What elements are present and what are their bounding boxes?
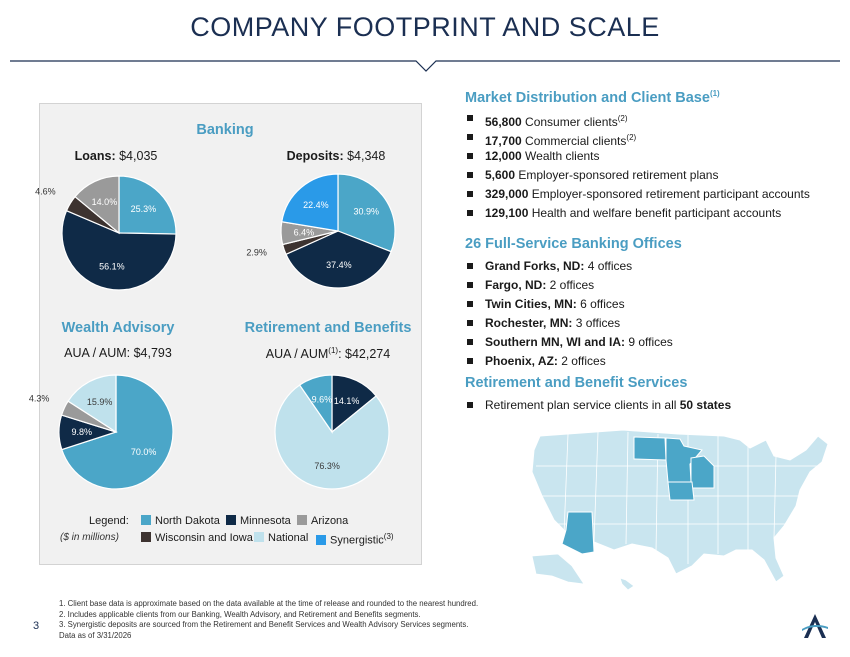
page-title: COMPANY FOOTPRINT AND SCALE [190, 12, 660, 42]
state-minnesota [665, 437, 703, 483]
us-mainland [531, 429, 829, 583]
office-item: Fargo, ND: 2 offices [466, 278, 673, 297]
market-item: 129,100 Health and welfare benefit parti… [466, 206, 810, 225]
banking-offices-title: 26 Full-Service Banking Offices [465, 236, 682, 252]
deposits-label: Deposits: $4,348 [270, 149, 402, 163]
loans-slice-north-dakota [118, 175, 177, 235]
legend-item-national: National [254, 532, 308, 544]
deposits-slice-minnesota [285, 230, 392, 289]
legend-item-north-dakota: North Dakota [141, 515, 220, 527]
loans-slice-minnesota [61, 209, 177, 291]
us-footprint-map [531, 429, 829, 591]
footnote-3: 3. Synergistic deposits are sourced from… [59, 620, 469, 629]
deposits-data-label: 6.4% [294, 227, 315, 237]
wealth-pie: 70.0% 9.8% 4.3% 15.9% [29, 374, 174, 490]
loans-pie: 25.3% 56.1% 4.6% 14.0% [35, 175, 177, 291]
footnote-2: 2. Includes applicable clients from our … [59, 609, 421, 619]
deposits-slice-north-dakota [337, 173, 396, 253]
deposits-data-label: 2.9% [246, 247, 267, 257]
deposits-slice-synergistic [281, 173, 339, 232]
retirement-aum-prefix: AUA / AUM [265, 347, 329, 362]
title-divider [10, 60, 840, 72]
retirement-data-label: 76.3% [314, 461, 340, 471]
deposits-pie: 30.9% 37.4% 2.9% 6.4% 22.4% [246, 173, 396, 289]
retirement-benefits-title: Retirement and Benefits [244, 320, 412, 336]
services-list: Retirement plan service clients in all 5… [466, 398, 731, 417]
office-item: Rochester, MN: 3 offices [466, 316, 673, 335]
loans-data-label: 25.3% [131, 204, 157, 214]
offices-list: Grand Forks, ND: 4 offices Fargo, ND: 2 … [466, 259, 673, 373]
hawaii [619, 577, 635, 591]
market-item: 12,000 Wealth clients [466, 149, 810, 168]
loans-data-label: 14.0% [92, 197, 118, 207]
retirement-aum-label: AUA / AUM(1): $42,274 [250, 346, 406, 361]
loans-slice-arizona [74, 175, 120, 235]
banking-title: Banking [196, 122, 254, 138]
wealth-slice-national [67, 374, 117, 434]
market-item: 5,600 Employer-sponsored retirement plan… [466, 168, 810, 187]
legend-item-arizona: Arizona [297, 515, 348, 527]
company-logo-icon [802, 614, 828, 638]
loans-data-label: 4.6% [35, 186, 56, 196]
wealth-aum-label: AUA / AUM: $4,793 [64, 346, 172, 360]
loans-data-label: 56.1% [99, 261, 125, 271]
office-item: Southern MN, WI and IA: 9 offices [466, 335, 673, 354]
office-item: Phoenix, AZ: 2 offices [466, 354, 673, 373]
wealth-data-label: 4.3% [29, 393, 50, 403]
loans-label: Loans: $4,035 [66, 149, 166, 163]
deposits-data-label: 37.4% [326, 260, 352, 270]
legend-units-note: ($ in millions) [60, 532, 119, 543]
footnotes: 1. Client base data is approximate based… [59, 599, 478, 641]
deposits-value: $4,348 [347, 149, 386, 163]
retirement-slice-national [274, 384, 390, 490]
legend-item-minnesota: Minnesota [226, 515, 291, 527]
wealth-data-label: 15.9% [87, 397, 113, 407]
market-item: 56,800 Consumer clients(2) [466, 111, 810, 130]
retirement-aum-value: : $42,274 [338, 347, 391, 362]
office-item: Twin Cities, MN: 6 offices [466, 297, 673, 316]
wealth-data-label: 9.8% [72, 427, 93, 437]
loans-value: $4,035 [119, 149, 158, 163]
retirement-slice-minnesota [331, 374, 377, 434]
deposits-label-text: Deposits: [286, 149, 344, 163]
deposits-data-label: 30.9% [353, 207, 379, 217]
deposits-data-label: 22.4% [303, 200, 329, 210]
retirement-aum-footnote: (1) [328, 346, 339, 355]
retirement-services-title: Retirement and Benefit Services [465, 375, 688, 391]
office-item: Grand Forks, ND: 4 offices [466, 259, 673, 278]
alaska [531, 553, 585, 585]
wealth-advisory-title: Wealth Advisory [61, 320, 175, 336]
retirement-slice-north-dakota [298, 374, 333, 434]
services-item: Retirement plan service clients in all 5… [466, 398, 731, 417]
footnote-1: 1. Client base data is approximate based… [59, 599, 479, 608]
chart-legend: Legend: ($ in millions) North Dakota Min… [60, 513, 410, 547]
retirement-data-label: 9.6% [312, 394, 333, 404]
market-item: 329,000 Employer-sponsored retirement pa… [466, 187, 810, 206]
retirement-pie: 14.1% 76.3% 9.6% [274, 374, 390, 490]
data-as-of: Data as of 3/31/2026 [59, 630, 132, 640]
market-item: 17,700 Commercial clients(2) [466, 130, 810, 149]
state-arizona [561, 511, 595, 555]
state-iowa [667, 481, 695, 501]
wealth-data-label: 70.0% [131, 447, 157, 457]
market-distribution-title: Market Distribution and Client Base(1) [465, 89, 720, 106]
page-number: 3 [33, 620, 40, 632]
legend-title: Legend: [89, 515, 129, 527]
loans-label-text: Loans: [74, 149, 116, 163]
retirement-data-label: 14.1% [334, 396, 360, 406]
state-north-dakota [633, 436, 667, 461]
market-list: 56,800 Consumer clients(2) 17,700 Commer… [466, 111, 810, 225]
legend-item-synergistic: Synergistic(3) [316, 532, 394, 547]
legend-item-wisconsin-iowa: Wisconsin and Iowa [141, 532, 253, 544]
